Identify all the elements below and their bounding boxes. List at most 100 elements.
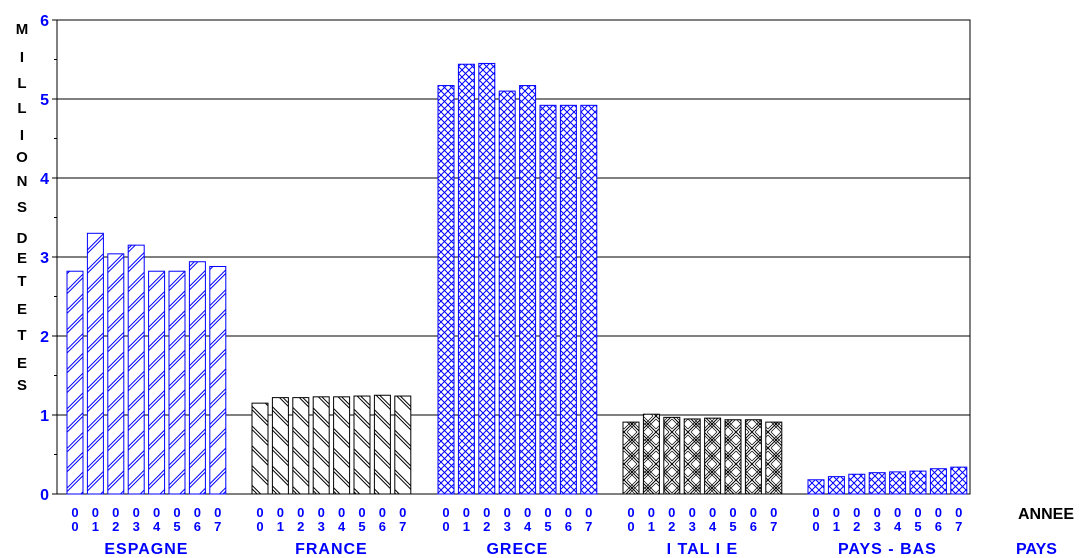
bar-paysbas-3	[868, 472, 886, 495]
y-tick-label: 6	[40, 13, 49, 30]
x-tick-label: 0	[71, 519, 78, 534]
x-tick-label: 1	[463, 519, 470, 534]
bar-grece-5	[539, 104, 557, 495]
x-tick-label: 6	[935, 519, 942, 534]
x-tick-label: 4	[524, 519, 532, 534]
y-axis-title-letter: I	[20, 127, 24, 144]
x-tick-label: 6	[194, 519, 201, 534]
y-tick-label: 0	[40, 487, 49, 504]
bar-grece-1	[457, 63, 475, 495]
bar-france-4	[333, 396, 351, 495]
x-tick-label: 3	[133, 519, 140, 534]
bar-espagne-3	[127, 244, 145, 495]
y-tick-label: 2	[40, 329, 49, 346]
x-tick-label: 0	[709, 505, 716, 520]
x-tick-label: 2	[112, 519, 119, 534]
bar-grece-7	[580, 104, 598, 495]
x-tick-label: 0	[504, 505, 511, 520]
x-tick-label: 0	[399, 505, 406, 520]
x-tick-label: 0	[483, 505, 490, 520]
bar-france-6	[373, 394, 391, 495]
y-axis-title-letter: M	[16, 21, 29, 38]
x-tick-label: 0	[256, 519, 263, 534]
bar-espagne-7	[209, 265, 227, 495]
x-tick-label: 5	[173, 519, 180, 534]
x-tick-label: 0	[214, 505, 221, 520]
x-tick-label: 0	[112, 505, 119, 520]
x-tick-label: 0	[173, 505, 180, 520]
y-tick-label: 5	[40, 92, 49, 109]
bar-espagne-6	[188, 261, 206, 495]
x-tick-label: 5	[914, 519, 921, 534]
y-axis-title-letter: L	[17, 100, 26, 117]
x-tick-label: 0	[627, 505, 634, 520]
x-tick-label: 0	[153, 505, 160, 520]
bar-italie-3	[683, 418, 701, 495]
x-tick-label: 6	[565, 519, 572, 534]
country-label: PAYS - BAS	[838, 541, 937, 558]
x-tick-label: 2	[297, 519, 304, 534]
x-tick-label: 0	[524, 505, 531, 520]
x-axis-country-labels: ESPAGNE FRANCE GRECE I TAL I E PAYS - BAS	[104, 541, 937, 558]
x-tick-label: 0	[358, 505, 365, 520]
x-tick-label: 0	[874, 505, 881, 520]
bar-grece-3	[498, 90, 516, 495]
x-tick-label: 6	[379, 519, 386, 534]
x-tick-label: 0	[256, 505, 263, 520]
x-tick-label: 1	[833, 519, 840, 534]
x-axis-title-pays: PAYS	[1016, 541, 1057, 558]
y-axis-title-letter: T	[17, 273, 26, 290]
bars	[66, 62, 968, 495]
x-tick-label: 4	[894, 519, 902, 534]
bar-france-0	[251, 402, 269, 495]
x-tick-label: 2	[853, 519, 860, 534]
bar-france-3	[312, 396, 330, 495]
x-tick-label: 0	[318, 505, 325, 520]
y-axis-title-letter: E	[17, 355, 27, 372]
bar-france-5	[353, 395, 371, 495]
x-tick-label: 1	[277, 519, 284, 534]
x-tick-label: 2	[483, 519, 490, 534]
x-tick-label: 0	[648, 505, 655, 520]
x-tick-label: 7	[770, 519, 777, 534]
x-tick-label: 0	[833, 505, 840, 520]
x-tick-label: 0	[729, 505, 736, 520]
x-tick-label: 0	[133, 505, 140, 520]
x-tick-label: 7	[399, 519, 406, 534]
bar-grece-0	[437, 85, 455, 495]
bar-paysbas-7	[950, 466, 968, 495]
country-label: I TAL I E	[667, 541, 739, 558]
bar-italie-4	[704, 417, 722, 495]
x-tick-label: 5	[544, 519, 551, 534]
x-tick-label: 0	[689, 505, 696, 520]
bar-italie-5	[724, 419, 742, 495]
x-tick-label: 1	[648, 519, 655, 534]
x-tick-label: 0	[627, 519, 634, 534]
bar-paysbas-6	[929, 468, 947, 495]
x-tick-label: 0	[338, 505, 345, 520]
x-tick-label: 7	[214, 519, 221, 534]
x-tick-label: 4	[153, 519, 161, 534]
x-tick-label: 3	[874, 519, 881, 534]
y-tick-label: 4	[40, 171, 49, 188]
x-tick-label: 0	[463, 505, 470, 520]
x-tick-label: 0	[812, 519, 819, 534]
y-tick-label: 3	[40, 250, 49, 267]
x-tick-label: 0	[812, 505, 819, 520]
y-axis-title-letter: E	[17, 250, 27, 267]
x-tick-label: 7	[585, 519, 592, 534]
bar-paysbas-4	[889, 471, 907, 495]
bar-italie-2	[663, 416, 681, 495]
x-tick-label: 0	[955, 505, 962, 520]
bar-espagne-1	[86, 232, 104, 495]
x-tick-label: 0	[853, 505, 860, 520]
x-tick-label: 0	[442, 505, 449, 520]
x-tick-label: 0	[71, 505, 78, 520]
y-axis-title-letter: D	[17, 230, 28, 247]
x-tick-label: 4	[338, 519, 346, 534]
bar-italie-1	[642, 413, 660, 495]
y-axis-title-letter: E	[17, 301, 27, 318]
y-axis-title-letter: O	[16, 149, 28, 166]
bar-france-1	[271, 397, 289, 495]
x-tick-label: 0	[894, 505, 901, 520]
